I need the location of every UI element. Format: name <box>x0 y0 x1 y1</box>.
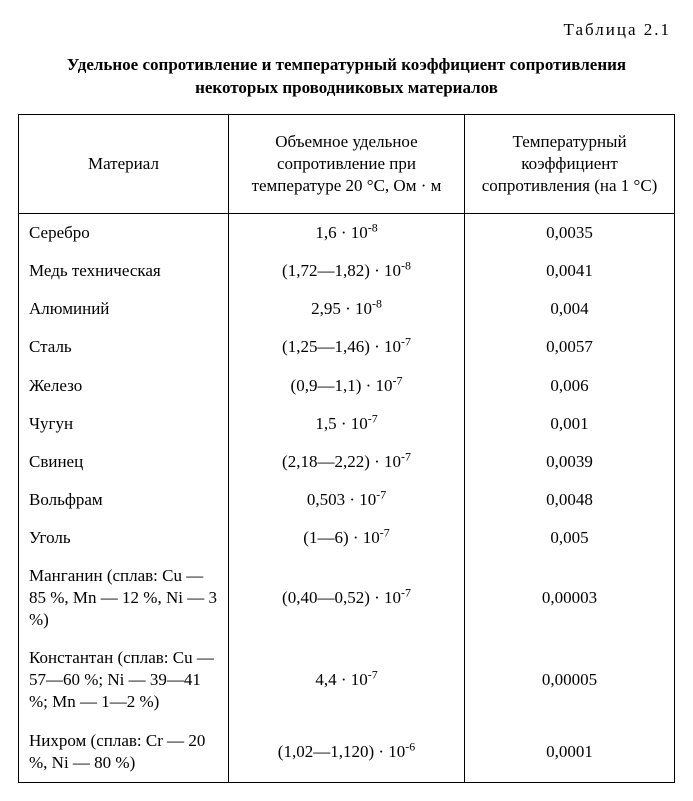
cell-material: Серебро <box>19 214 229 253</box>
cell-coefficient: 0,0035 <box>465 214 675 253</box>
cell-resistivity: 4,4 · 10-7 <box>228 639 464 721</box>
cell-resistivity: (0,40—0,52) · 10-7 <box>228 557 464 639</box>
table-body: Серебро 1,6 · 10-8 0,0035 Медь техническ… <box>19 214 675 783</box>
column-header-material: Материал <box>19 114 229 213</box>
materials-table: Материал Объемное удельное сопротивление… <box>18 114 675 783</box>
cell-material: Манганин (сплав: Cu — 85 %, Mn — 12 %, N… <box>19 557 229 639</box>
cell-resistivity: 1,5 · 10-7 <box>228 405 464 443</box>
cell-coefficient: 0,0039 <box>465 443 675 481</box>
column-header-resistivity: Объемное удельное сопротивление при темп… <box>228 114 464 213</box>
cell-coefficient: 0,0001 <box>465 722 675 783</box>
cell-resistivity: (1,72—1,82) · 10-8 <box>228 252 464 290</box>
table-row: Сталь (1,25—1,46) · 10-7 0,0057 <box>19 328 675 366</box>
cell-coefficient: 0,004 <box>465 290 675 328</box>
cell-material: Нихром (сплав: Cr — 20 %, Ni — 80 %) <box>19 722 229 783</box>
cell-coefficient: 0,001 <box>465 405 675 443</box>
table-row: Железо (0,9—1,1) · 10-7 0,006 <box>19 367 675 405</box>
table-row: Уголь (1—6) · 10-7 0,005 <box>19 519 675 557</box>
cell-material: Алюминий <box>19 290 229 328</box>
cell-resistivity: 0,503 · 10-7 <box>228 481 464 519</box>
table-row: Манганин (сплав: Cu — 85 %, Mn — 12 %, N… <box>19 557 675 639</box>
table-row: Серебро 1,6 · 10-8 0,0035 <box>19 214 675 253</box>
cell-material: Константан (сплав: Cu — 57—60 %; Ni — 39… <box>19 639 229 721</box>
cell-coefficient: 0,00003 <box>465 557 675 639</box>
cell-resistivity: (1,25—1,46) · 10-7 <box>228 328 464 366</box>
table-row: Вольфрам 0,503 · 10-7 0,0048 <box>19 481 675 519</box>
cell-coefficient: 0,005 <box>465 519 675 557</box>
table-title: Удельное сопротивление и температурный к… <box>18 54 675 100</box>
cell-coefficient: 0,0057 <box>465 328 675 366</box>
cell-material: Железо <box>19 367 229 405</box>
table-row: Чугун 1,5 · 10-7 0,001 <box>19 405 675 443</box>
cell-material: Чугун <box>19 405 229 443</box>
table-row: Алюминий 2,95 · 10-8 0,004 <box>19 290 675 328</box>
cell-material: Сталь <box>19 328 229 366</box>
table-label: Таблица 2.1 <box>18 20 675 40</box>
cell-material: Вольфрам <box>19 481 229 519</box>
cell-resistivity: (0,9—1,1) · 10-7 <box>228 367 464 405</box>
table-row: Медь техническая (1,72—1,82) · 10-8 0,00… <box>19 252 675 290</box>
cell-resistivity: 2,95 · 10-8 <box>228 290 464 328</box>
table-header-row: Материал Объемное удельное сопротивление… <box>19 114 675 213</box>
cell-coefficient: 0,006 <box>465 367 675 405</box>
cell-material: Медь техническая <box>19 252 229 290</box>
cell-material: Свинец <box>19 443 229 481</box>
cell-resistivity: 1,6 · 10-8 <box>228 214 464 253</box>
cell-coefficient: 0,0048 <box>465 481 675 519</box>
cell-resistivity: (1—6) · 10-7 <box>228 519 464 557</box>
column-header-coefficient: Температурный коэффициент сопротивления … <box>465 114 675 213</box>
table-row: Свинец (2,18—2,22) · 10-7 0,0039 <box>19 443 675 481</box>
table-row: Нихром (сплав: Cr — 20 %, Ni — 80 %) (1,… <box>19 722 675 783</box>
table-row: Константан (сплав: Cu — 57—60 %; Ni — 39… <box>19 639 675 721</box>
cell-resistivity: (1,02—1,120) · 10-6 <box>228 722 464 783</box>
cell-coefficient: 0,0041 <box>465 252 675 290</box>
cell-material: Уголь <box>19 519 229 557</box>
cell-coefficient: 0,00005 <box>465 639 675 721</box>
cell-resistivity: (2,18—2,22) · 10-7 <box>228 443 464 481</box>
